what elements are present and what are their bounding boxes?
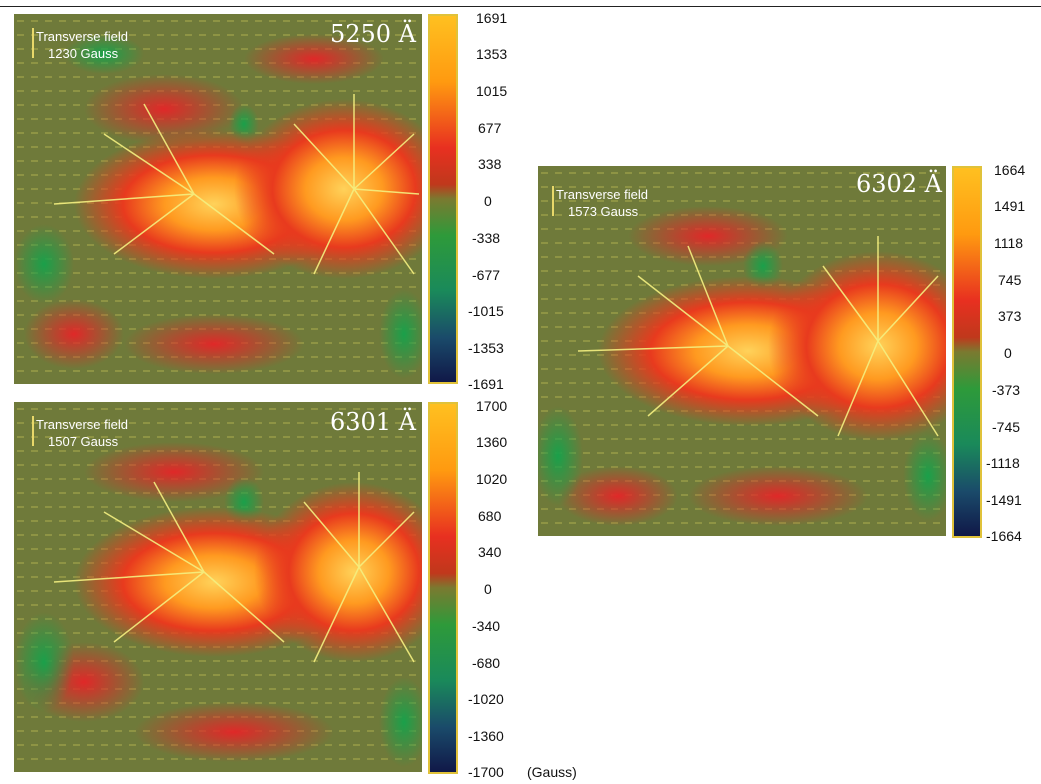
magnetogram-6301: Transverse field 1507 Gauss 6301 Ä	[14, 402, 422, 772]
colorbar-tick: 0	[484, 581, 492, 597]
colorbar-tick: 1491	[994, 198, 1026, 214]
colorbar-tick: -1360	[468, 728, 504, 744]
colorbar-tick: 1353	[476, 46, 508, 62]
colorbar-tick: -1020	[468, 691, 504, 707]
field-label-title: Transverse field	[36, 29, 128, 44]
colorbar-tick: 1691	[476, 10, 508, 26]
colorbar-tick: 0	[484, 193, 492, 209]
scale-bar	[32, 28, 34, 58]
colorbar-tick: 680	[478, 508, 502, 524]
colorbar-tick: -1118	[986, 455, 1020, 471]
colorbar-labels-5250: 1691 1353 1015 677 338 0 -338 -677 -1015…	[466, 10, 526, 392]
wavelength-label-6302: 6302 Ä	[855, 170, 942, 198]
colorbar-tick: -1691	[468, 376, 504, 392]
colorbar-labels-6301: 1700 1360 1020 680 340 0 -340 -680 -1020…	[466, 398, 526, 780]
magnetogram-6301-image	[14, 402, 422, 772]
colorbar-5250	[428, 14, 458, 384]
colorbar-tick: -340	[472, 618, 501, 634]
colorbar-tick: 1700	[476, 398, 508, 414]
colorbar-tick: -680	[472, 655, 501, 671]
colorbar-tick: 1664	[994, 162, 1026, 178]
colorbar-6302	[952, 166, 982, 538]
wavelength-label-6301: 6301 Ä	[329, 408, 416, 436]
colorbar-tick: 1360	[476, 434, 508, 450]
colorbar-tick: 677	[478, 120, 502, 136]
colorbar-tick: 340	[478, 544, 502, 560]
field-label-6301: Transverse field 1507 Gauss	[36, 416, 128, 450]
top-border-line	[0, 6, 1041, 7]
field-label-value: 1573 Gauss	[568, 204, 639, 219]
colorbar-tick: 1020	[476, 471, 508, 487]
colorbar-tick: 338	[478, 156, 502, 172]
magnetogram-5250-image	[14, 14, 422, 384]
wavelength-label-5250: 5250 Ä	[329, 20, 416, 48]
colorbar-tick: -1664	[986, 528, 1022, 544]
colorbar-tick: -1700	[468, 764, 504, 780]
colorbar-tick: -1353	[468, 340, 504, 356]
colorbar-tick: 373	[998, 308, 1022, 324]
field-label-5250: Transverse field 1230 Gauss	[36, 28, 128, 62]
colorbar-tick: -373	[992, 382, 1021, 398]
magnetogram-6302: Transverse field 1573 Gauss 6302 Ä	[538, 166, 946, 536]
colorbar-tick: 0	[1004, 345, 1012, 361]
colorbar-6301	[428, 402, 458, 774]
field-label-6302: Transverse field 1573 Gauss	[556, 186, 648, 220]
field-label-title: Transverse field	[36, 417, 128, 432]
field-label-title: Transverse field	[556, 187, 648, 202]
unit-label: (Gauss)	[527, 764, 577, 780]
field-label-value: 1507 Gauss	[48, 434, 119, 449]
colorbar-tick: -1015	[468, 303, 504, 319]
colorbar-tick: -677	[472, 267, 501, 283]
magnetogram-5250: Transverse field 1230 Gauss 5250 Ä	[14, 14, 422, 384]
colorbar-tick: -1491	[986, 492, 1022, 508]
colorbar-tick: 745	[998, 272, 1022, 288]
colorbar-tick: 1118	[994, 235, 1024, 251]
scale-bar	[32, 416, 34, 446]
colorbar-labels-6302: 1664 1491 1118 745 373 0 -373 -745 -1118…	[984, 162, 1040, 544]
field-label-value: 1230 Gauss	[48, 46, 119, 61]
colorbar-tick: -745	[992, 419, 1021, 435]
magnetogram-6302-image	[538, 166, 946, 536]
scale-bar	[552, 186, 554, 216]
colorbar-tick: 1015	[476, 83, 508, 99]
colorbar-tick: -338	[472, 230, 501, 246]
